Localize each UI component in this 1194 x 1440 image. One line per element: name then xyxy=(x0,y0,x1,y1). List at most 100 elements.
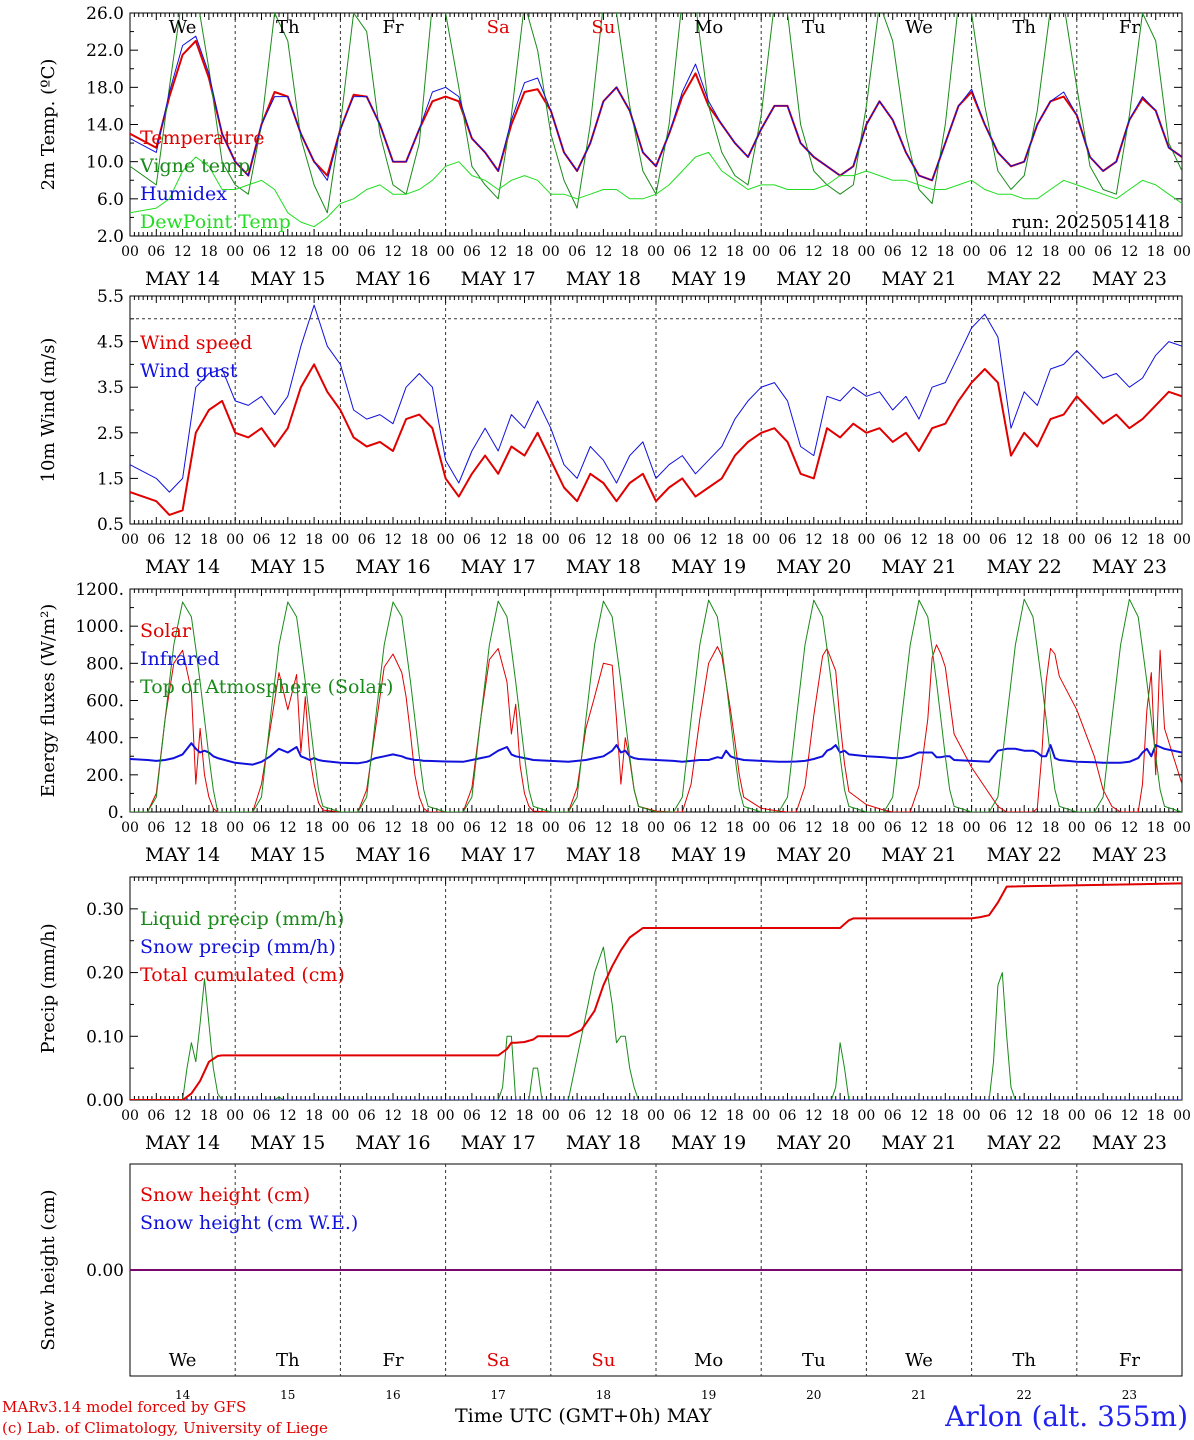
hour-label: 06 xyxy=(568,820,586,836)
y-tick-label: 0.5 xyxy=(97,515,124,535)
hour-label: 18 xyxy=(305,532,323,548)
hour-label: 12 xyxy=(1015,532,1033,548)
hour-label: 18 xyxy=(726,244,744,260)
hour-label: 00 xyxy=(542,820,560,836)
day-number-label: 17 xyxy=(491,1388,506,1402)
day-number-label: 15 xyxy=(280,1388,295,1402)
date-label: MAY 17 xyxy=(461,844,536,866)
hour-label: 00 xyxy=(542,244,560,260)
day-number-label: 20 xyxy=(806,1388,821,1402)
hour-label: 18 xyxy=(1147,1108,1165,1124)
hour-label: 18 xyxy=(200,1108,218,1124)
hour-label: 00 xyxy=(542,532,560,548)
hour-label: 00 xyxy=(1173,532,1191,548)
y-tick-label: 18.0 xyxy=(86,78,124,98)
hour-label: 00 xyxy=(647,532,665,548)
hour-label: 18 xyxy=(936,820,954,836)
hour-label: 06 xyxy=(358,1108,376,1124)
model-credit: MARv3.14 model forced by GFS xyxy=(2,1398,247,1416)
hour-label: 12 xyxy=(910,1108,928,1124)
legend-entry: Humidex xyxy=(140,183,227,205)
hour-label: 12 xyxy=(805,1108,823,1124)
y-tick-label: 0.00 xyxy=(86,1091,124,1111)
date-label: MAY 15 xyxy=(250,556,325,578)
hour-label: 00 xyxy=(542,1108,560,1124)
y-tick-label: 22.0 xyxy=(86,41,124,61)
hour-label: 18 xyxy=(621,244,639,260)
hour-label: 00 xyxy=(437,1108,455,1124)
y-axis-title: 10m Wind (m/s) xyxy=(38,338,59,483)
day-of-week-label: Tu xyxy=(802,17,826,38)
hour-label: 18 xyxy=(1147,532,1165,548)
date-label: MAY 21 xyxy=(881,556,956,578)
hour-label: 18 xyxy=(305,820,323,836)
date-label: MAY 15 xyxy=(250,268,325,290)
hour-label: 18 xyxy=(410,532,428,548)
legend-entry: Wind speed xyxy=(140,332,252,354)
hour-label: 06 xyxy=(673,532,691,548)
hour-label: 12 xyxy=(910,244,928,260)
hour-label: 06 xyxy=(779,532,797,548)
y-tick-label: 0.00 xyxy=(86,1261,124,1281)
hour-label: 12 xyxy=(174,532,192,548)
hour-label: 18 xyxy=(726,532,744,548)
date-label: MAY 23 xyxy=(1092,1132,1167,1154)
date-label: MAY 19 xyxy=(671,844,746,866)
hour-label: 18 xyxy=(200,820,218,836)
hour-label: 06 xyxy=(568,532,586,548)
hour-label: 06 xyxy=(253,532,271,548)
y-axis-title: 2m Temp. (ºC) xyxy=(38,59,59,191)
hour-label: 06 xyxy=(568,244,586,260)
hour-label: 12 xyxy=(594,1108,612,1124)
day-of-week-label: Th xyxy=(276,17,300,38)
hour-label: 12 xyxy=(1120,532,1138,548)
date-label: MAY 22 xyxy=(987,844,1062,866)
plot-frame xyxy=(129,588,1183,813)
date-label: MAY 19 xyxy=(671,268,746,290)
legend-entry: Infrared xyxy=(140,648,220,670)
hour-label: 12 xyxy=(384,820,402,836)
hour-label: 12 xyxy=(805,532,823,548)
day-of-week-label: We xyxy=(905,1350,933,1371)
hour-label: 12 xyxy=(489,532,507,548)
hour-label: 06 xyxy=(884,820,902,836)
hour-label: 18 xyxy=(1042,532,1060,548)
hour-label: 12 xyxy=(594,820,612,836)
day-of-week-label: We xyxy=(169,1350,197,1371)
date-label: MAY 18 xyxy=(566,556,641,578)
hour-label: 12 xyxy=(1120,1108,1138,1124)
hour-label: 06 xyxy=(673,820,691,836)
hour-label: 00 xyxy=(752,532,770,548)
hour-label: 12 xyxy=(1015,1108,1033,1124)
hour-label: 18 xyxy=(621,532,639,548)
hour-label: 00 xyxy=(857,1108,875,1124)
hour-label: 00 xyxy=(857,244,875,260)
hour-label: 00 xyxy=(121,532,139,548)
hour-label: 00 xyxy=(331,820,349,836)
hour-label: 12 xyxy=(279,820,297,836)
series-infrared xyxy=(130,742,1182,766)
y-tick-label: 0.10 xyxy=(86,1027,124,1047)
day-of-week-label: Su xyxy=(591,17,615,38)
hour-label: 12 xyxy=(910,532,928,548)
date-label: MAY 21 xyxy=(881,268,956,290)
day-number-label: 21 xyxy=(911,1388,926,1402)
date-label: MAY 22 xyxy=(987,556,1062,578)
hour-label: 00 xyxy=(963,1108,981,1124)
hour-label: 18 xyxy=(726,1108,744,1124)
hour-label: 12 xyxy=(384,1108,402,1124)
legend-entry: Snow height (cm W.E.) xyxy=(140,1212,358,1234)
hour-label: 06 xyxy=(989,1108,1007,1124)
hour-label: 06 xyxy=(568,1108,586,1124)
hour-label: 00 xyxy=(752,1108,770,1124)
hour-label: 18 xyxy=(1042,1108,1060,1124)
day-of-week-label: Fr xyxy=(382,17,403,38)
hour-label: 06 xyxy=(253,1108,271,1124)
day-of-week-label: Sa xyxy=(487,1350,510,1371)
day-of-week-label: We xyxy=(169,17,197,38)
hour-label: 00 xyxy=(963,244,981,260)
legend-entry: Vigne temp xyxy=(139,155,250,177)
hour-label: 18 xyxy=(1147,244,1165,260)
date-label: MAY 18 xyxy=(566,268,641,290)
hour-label: 00 xyxy=(437,532,455,548)
